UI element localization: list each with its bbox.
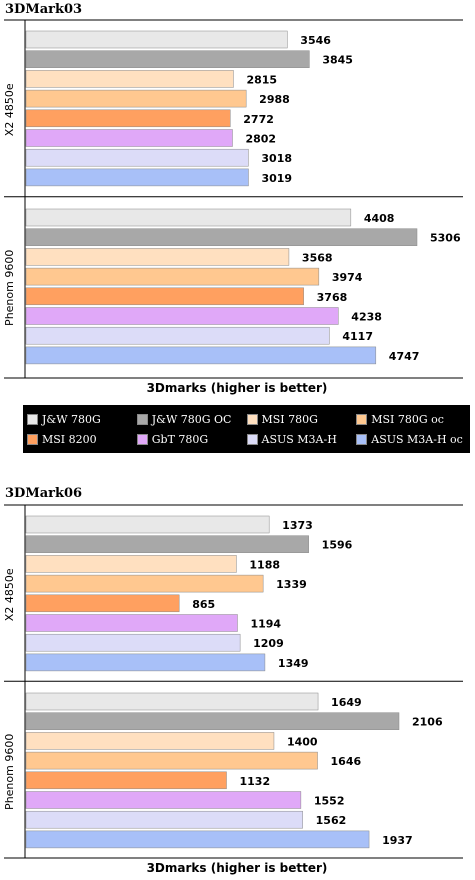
chart-3dmark03: X2 4850e 3546 3845 2815 2988 2772 2802 3018 3019… bbox=[3, 19, 463, 395]
data-label: 3974 bbox=[332, 271, 363, 284]
bar bbox=[25, 287, 304, 306]
legend-label: J&W 780G bbox=[42, 412, 101, 426]
bar bbox=[25, 129, 233, 147]
chart-title-3dmark03: 3DMark03 bbox=[5, 2, 83, 17]
bar bbox=[25, 228, 418, 246]
legend-item: MSI 780G oc bbox=[356, 409, 466, 429]
data-label: 2772 bbox=[243, 113, 274, 126]
bar bbox=[25, 148, 249, 167]
data-label: 4117 bbox=[342, 330, 373, 343]
legend: J&W 780G J&W 780G OC MSI 780G MSI 780G oc MS… bbox=[23, 405, 470, 453]
chart-title-3dmark06: 3DMark06 bbox=[5, 486, 83, 501]
data-label: 865 bbox=[192, 598, 215, 611]
legend-label: ASUS M3A-H oc bbox=[371, 432, 463, 446]
data-label: 2988 bbox=[259, 93, 290, 106]
bar bbox=[25, 168, 249, 187]
legend-label: MSI 780G oc bbox=[371, 412, 444, 426]
data-label: 1646 bbox=[331, 755, 362, 768]
bar bbox=[25, 574, 264, 593]
chart-3dmark06: X2 4850e 1373 1596 1188 1339 865 1194 1209 1349 P… bbox=[3, 504, 463, 875]
legend-item: MSI 8200 bbox=[27, 429, 137, 449]
x-axis-label: 3Dmarks (higher is better) bbox=[147, 381, 328, 395]
group-label: Phenom 9600 bbox=[3, 734, 16, 810]
legend-swatch bbox=[246, 413, 258, 425]
bar bbox=[25, 535, 309, 553]
legend-label: MSI 8200 bbox=[42, 432, 97, 446]
bar bbox=[25, 89, 247, 108]
bar bbox=[25, 830, 370, 849]
bar bbox=[25, 70, 234, 88]
bar bbox=[25, 712, 400, 730]
data-label: 1209 bbox=[253, 637, 284, 650]
data-label: 1194 bbox=[250, 618, 281, 631]
group-label: Phenom 9600 bbox=[3, 250, 16, 326]
bar bbox=[25, 267, 320, 286]
bar bbox=[25, 751, 318, 770]
legend-swatch bbox=[136, 433, 148, 445]
legend-item: MSI 780G bbox=[246, 409, 357, 429]
data-label: 3019 bbox=[261, 172, 292, 185]
data-label: 1132 bbox=[239, 775, 270, 788]
data-label: 1339 bbox=[276, 578, 307, 591]
data-label: 5306 bbox=[430, 232, 461, 245]
data-label: 1373 bbox=[282, 519, 313, 532]
data-label: 3768 bbox=[317, 291, 348, 304]
legend-label: GbT 780G bbox=[151, 432, 209, 446]
bar bbox=[25, 307, 339, 325]
legend-label: ASUS M3A-H bbox=[261, 432, 337, 446]
data-label: 3546 bbox=[300, 34, 331, 47]
group-label: X2 4850e bbox=[3, 568, 16, 621]
bar bbox=[25, 594, 180, 613]
legend-swatch bbox=[136, 413, 148, 425]
data-label: 2802 bbox=[245, 133, 276, 146]
bar bbox=[25, 653, 266, 672]
data-label: 4408 bbox=[364, 212, 395, 225]
data-label: 4747 bbox=[389, 350, 420, 363]
data-label: 2106 bbox=[412, 716, 443, 729]
legend-item: ASUS M3A-H oc bbox=[356, 429, 466, 449]
data-label: 1562 bbox=[316, 814, 347, 827]
data-label: 1596 bbox=[322, 539, 353, 552]
data-label: 3845 bbox=[322, 54, 353, 67]
bar bbox=[25, 771, 227, 790]
data-label: 1188 bbox=[249, 558, 280, 571]
bar bbox=[25, 248, 290, 266]
legend-swatch bbox=[356, 433, 368, 445]
data-label: 1937 bbox=[382, 834, 413, 847]
bar bbox=[25, 633, 241, 652]
x-axis-label: 3Dmarks (higher is better) bbox=[147, 861, 328, 875]
legend-swatch bbox=[246, 433, 258, 445]
legend-label: J&W 780G OC bbox=[151, 412, 232, 426]
legend-item: J&W 780G OC bbox=[136, 409, 247, 429]
bar bbox=[25, 50, 310, 68]
legend-item: ASUS M3A-H bbox=[246, 429, 357, 449]
data-label: 3018 bbox=[261, 152, 292, 165]
legend-item: J&W 780G bbox=[27, 409, 137, 429]
legend-swatch bbox=[27, 413, 38, 425]
bar bbox=[25, 732, 275, 750]
data-label: 1649 bbox=[331, 696, 362, 709]
data-label: 1349 bbox=[278, 657, 309, 670]
bar bbox=[25, 515, 270, 534]
legend-label: MSI 780G bbox=[261, 412, 318, 426]
data-label: 4238 bbox=[351, 311, 382, 324]
data-label: 2815 bbox=[246, 73, 277, 86]
legend-item: GbT 780G bbox=[136, 429, 247, 449]
data-label: 1400 bbox=[287, 735, 318, 748]
bar bbox=[25, 614, 238, 632]
legend-swatch bbox=[27, 433, 38, 445]
legend-swatch bbox=[356, 413, 368, 425]
group-label: X2 4850e bbox=[3, 83, 16, 136]
data-label: 1552 bbox=[314, 795, 345, 808]
bar bbox=[25, 326, 330, 345]
bar bbox=[25, 30, 288, 49]
bar bbox=[25, 791, 302, 809]
bar bbox=[25, 810, 303, 829]
bar bbox=[25, 692, 319, 711]
data-label: 3568 bbox=[302, 251, 333, 264]
bar bbox=[25, 555, 237, 573]
bar bbox=[25, 346, 377, 365]
bar bbox=[25, 208, 352, 227]
bar bbox=[25, 109, 231, 128]
